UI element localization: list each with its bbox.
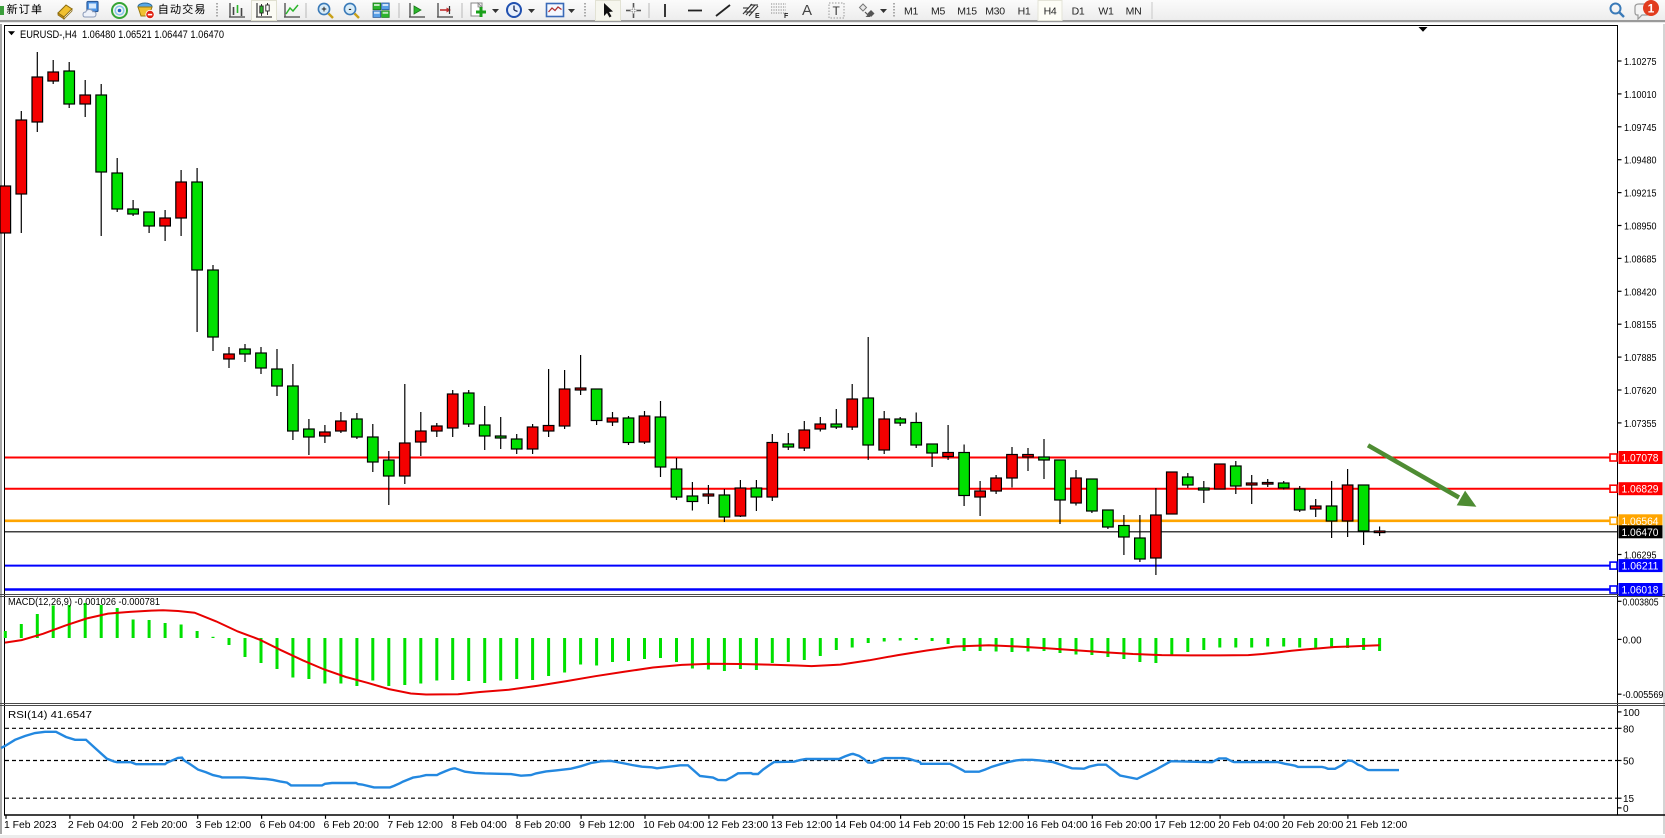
svg-text:15: 15 bbox=[1623, 794, 1635, 805]
svg-text:1.07078: 1.07078 bbox=[1622, 453, 1659, 465]
svg-text:16 Feb 20:00: 16 Feb 20:00 bbox=[1090, 820, 1151, 831]
svg-text:W1: W1 bbox=[1098, 6, 1114, 18]
svg-text:14 Feb 04:00: 14 Feb 04:00 bbox=[835, 820, 896, 831]
svg-text:D1: D1 bbox=[1072, 6, 1085, 18]
svg-text:EURUSD-,H4 1.06480 1.06521 1.: EURUSD-,H4 1.06480 1.06521 1.06447 1.064… bbox=[20, 29, 224, 41]
svg-text:1.10010: 1.10010 bbox=[1624, 90, 1657, 101]
svg-text:1.10275: 1.10275 bbox=[1624, 57, 1657, 68]
svg-text:M15: M15 bbox=[957, 6, 977, 18]
svg-text:14 Feb 20:00: 14 Feb 20:00 bbox=[899, 820, 960, 831]
svg-text:F: F bbox=[784, 13, 789, 20]
svg-text:1.06211: 1.06211 bbox=[1622, 561, 1659, 573]
svg-text:1.07355: 1.07355 bbox=[1624, 419, 1657, 430]
svg-text:MN: MN bbox=[1126, 6, 1142, 18]
svg-text:20 Feb 20:00: 20 Feb 20:00 bbox=[1282, 820, 1343, 831]
svg-text:16 Feb 04:00: 16 Feb 04:00 bbox=[1026, 820, 1087, 831]
svg-text:6 Feb 04:00: 6 Feb 04:00 bbox=[260, 820, 316, 831]
svg-text:6 Feb 20:00: 6 Feb 20:00 bbox=[324, 820, 380, 831]
svg-text:1.08950: 1.08950 bbox=[1624, 222, 1657, 233]
svg-text:RSI(14) 41.6547: RSI(14) 41.6547 bbox=[8, 710, 92, 721]
svg-text:M1: M1 bbox=[904, 6, 918, 18]
svg-text:0.00: 0.00 bbox=[1623, 635, 1642, 646]
svg-text:MACD(12,26,9) -0.001026 -0.000: MACD(12,26,9) -0.001026 -0.000781 bbox=[8, 597, 160, 608]
svg-text:1.08420: 1.08420 bbox=[1624, 287, 1657, 298]
svg-text:2 Feb 04:00: 2 Feb 04:00 bbox=[68, 820, 124, 831]
svg-text:1.07885: 1.07885 bbox=[1624, 353, 1657, 364]
svg-text:21 Feb 12:00: 21 Feb 12:00 bbox=[1346, 820, 1407, 831]
svg-text:100: 100 bbox=[1623, 708, 1640, 719]
svg-text:1.06564: 1.06564 bbox=[1622, 516, 1659, 528]
svg-text:80: 80 bbox=[1623, 724, 1635, 735]
svg-text:0: 0 bbox=[1623, 804, 1629, 815]
svg-text:1.06018: 1.06018 bbox=[1622, 585, 1659, 597]
svg-text:E: E bbox=[755, 13, 760, 20]
svg-text:1.07620: 1.07620 bbox=[1624, 386, 1657, 397]
svg-text:2 Feb 20:00: 2 Feb 20:00 bbox=[132, 820, 188, 831]
svg-text:M30: M30 bbox=[985, 6, 1005, 18]
svg-text:1.09745: 1.09745 bbox=[1624, 123, 1657, 134]
svg-text:1.08685: 1.08685 bbox=[1624, 254, 1657, 265]
svg-text:1.09480: 1.09480 bbox=[1624, 156, 1657, 167]
svg-text:-0.005569: -0.005569 bbox=[1623, 690, 1664, 701]
svg-text:H1: H1 bbox=[1018, 6, 1031, 18]
svg-text:M5: M5 bbox=[931, 6, 945, 18]
svg-text:1.09215: 1.09215 bbox=[1624, 189, 1657, 200]
svg-text:20 Feb 04:00: 20 Feb 04:00 bbox=[1218, 820, 1279, 831]
svg-text:1.08155: 1.08155 bbox=[1624, 320, 1657, 331]
svg-text:1.06829: 1.06829 bbox=[1622, 484, 1659, 496]
svg-text:T: T bbox=[833, 4, 841, 18]
svg-text:A: A bbox=[802, 2, 812, 19]
svg-text:0.003805: 0.003805 bbox=[1623, 597, 1659, 608]
svg-text:+: + bbox=[321, 4, 326, 14]
svg-text:12 Feb 23:00: 12 Feb 23:00 bbox=[707, 820, 768, 831]
svg-text:H4: H4 bbox=[1044, 6, 1057, 18]
svg-text:1: 1 bbox=[1648, 2, 1655, 16]
svg-text:10 Feb 04:00: 10 Feb 04:00 bbox=[643, 820, 704, 831]
svg-text:13 Feb 12:00: 13 Feb 12:00 bbox=[771, 820, 832, 831]
svg-text:17 Feb 12:00: 17 Feb 12:00 bbox=[1154, 820, 1215, 831]
svg-text:8 Feb 20:00: 8 Feb 20:00 bbox=[515, 820, 571, 831]
svg-text:7 Feb 12:00: 7 Feb 12:00 bbox=[387, 820, 443, 831]
svg-text:-: - bbox=[349, 4, 352, 14]
svg-text:1 Feb 2023: 1 Feb 2023 bbox=[4, 820, 57, 831]
svg-text:3 Feb 12:00: 3 Feb 12:00 bbox=[196, 820, 252, 831]
svg-text:8 Feb 04:00: 8 Feb 04:00 bbox=[451, 820, 507, 831]
svg-text:1.06295: 1.06295 bbox=[1624, 551, 1657, 562]
svg-text:50: 50 bbox=[1623, 757, 1635, 768]
svg-text:15 Feb 12:00: 15 Feb 12:00 bbox=[963, 820, 1024, 831]
svg-text:9 Feb 12:00: 9 Feb 12:00 bbox=[579, 820, 635, 831]
svg-text:1.06470: 1.06470 bbox=[1622, 527, 1659, 539]
